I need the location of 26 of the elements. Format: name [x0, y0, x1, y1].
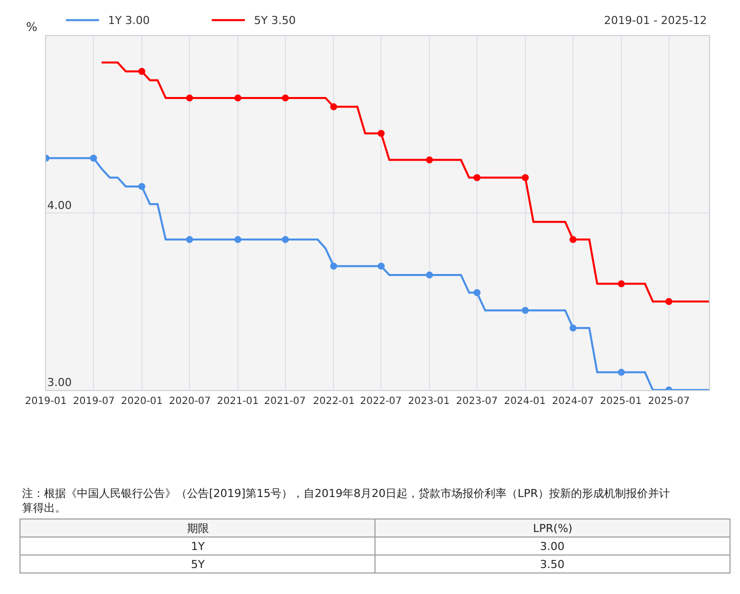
x-tick-label: 2023-01: [408, 396, 450, 407]
text: 1Y: [191, 540, 205, 553]
x-tick-label: 2019-01: [25, 396, 67, 407]
x-tick-label: 2022-01: [313, 396, 355, 407]
x-tick-label: 2020-01: [121, 396, 163, 407]
x-tick-label: 2024-07: [552, 396, 594, 407]
x-tick-label: 2025-07: [648, 396, 690, 407]
text: LPR(%): [533, 522, 572, 535]
x-tick-label: 2020-07: [169, 396, 211, 407]
x-tick-label: 2021-01: [217, 396, 259, 407]
text: 3.50: [540, 558, 564, 571]
x-tick-label: 2024-01: [504, 396, 546, 407]
text: 3.00: [540, 540, 564, 553]
y-axis-title: %: [26, 20, 38, 34]
legend-label: 1Y 3.00: [108, 14, 150, 27]
text: 注：根据《中国人民银行公告》（公告[2019]第15号），自2019年8月20日起，贷款市场报价利率（LPR）按新的形成机制报价并计算得出。: [22, 487, 670, 514]
text: 2019-01 - 2025-12: [604, 14, 707, 27]
x-tick-label: 2019-07: [73, 396, 115, 407]
y-tick-label: 4.00: [47, 199, 72, 212]
x-tick-label: 2022-07: [360, 396, 402, 407]
text: 期限: [187, 522, 209, 535]
text: 5Y: [191, 558, 205, 571]
legend-label: 5Y 3.50: [254, 14, 296, 27]
x-tick-label: 2025-01: [600, 396, 642, 407]
x-tick-label: 2023-07: [456, 396, 498, 407]
x-tick-label: 2021-07: [264, 396, 306, 407]
